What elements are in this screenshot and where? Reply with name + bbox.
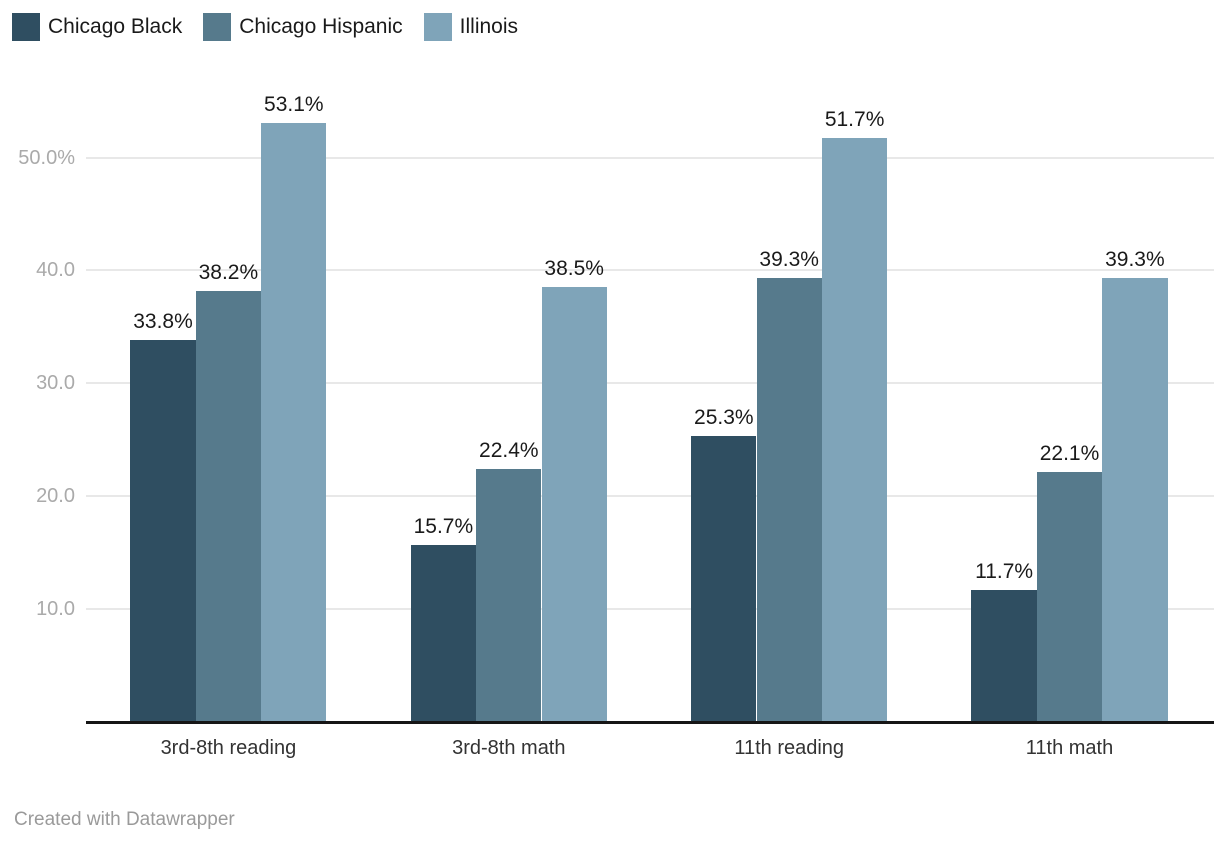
y-axis-tick-label: 40.0 <box>36 259 75 282</box>
legend-swatch-icon <box>423 13 452 41</box>
bar-value-label: 15.7% <box>413 514 474 538</box>
bar-value-label: 25.3% <box>694 406 754 430</box>
bar <box>756 278 822 722</box>
gridline <box>86 156 1214 159</box>
legend-label: Illinois <box>459 15 519 38</box>
category-label: 3rd-8th reading <box>160 737 297 759</box>
category-label: 11th math <box>1025 737 1114 759</box>
bar-value-label: 38.2% <box>198 260 259 284</box>
bar <box>821 138 888 722</box>
gridline <box>86 269 1214 272</box>
x-axis-line <box>86 721 1214 724</box>
gridline <box>86 495 1214 498</box>
y-axis-tick-label: 50.0% <box>18 146 75 169</box>
legend-label: Chicago Black <box>48 15 183 38</box>
legend-item: Illinois <box>423 13 519 41</box>
bar <box>971 589 1037 722</box>
bar-value-label: 51.7% <box>824 108 885 132</box>
bar-value-label: 33.8% <box>133 310 193 334</box>
bar-value-label: 39.3% <box>759 248 819 272</box>
datawrapper-credit-link[interactable]: Created with Datawrapper <box>14 809 235 830</box>
bar <box>1036 472 1103 722</box>
bar-value-label: 39.3% <box>1105 248 1165 272</box>
bar <box>691 436 757 722</box>
y-axis-tick-label: 20.0 <box>36 485 75 508</box>
category-label: 11th reading <box>734 737 845 759</box>
bar <box>410 544 477 722</box>
legend: Chicago Black Chicago Hispanic Illinois <box>12 13 518 41</box>
bar-value-label: 22.1% <box>1039 442 1100 466</box>
gridline <box>86 608 1214 611</box>
bar <box>261 122 327 722</box>
bar <box>130 340 196 722</box>
category-label: 3rd-8th math <box>452 737 566 759</box>
bar <box>1102 278 1168 722</box>
gridline <box>86 382 1214 385</box>
legend-item: Chicago Hispanic <box>203 13 403 41</box>
bar <box>476 469 542 722</box>
y-axis-tick-label: 10.0 <box>36 598 75 621</box>
legend-swatch-icon <box>203 13 232 41</box>
bar-value-label: 11.7% <box>975 559 1034 583</box>
legend-item: Chicago Black <box>12 13 182 41</box>
y-axis-tick-label: 30.0 <box>36 372 75 395</box>
bar-value-label: 53.1% <box>264 92 324 116</box>
bar-value-label: 22.4% <box>479 439 539 463</box>
legend-swatch-icon <box>12 13 40 41</box>
bar-value-label: 38.5% <box>544 257 604 281</box>
bar <box>541 287 607 722</box>
bar <box>195 290 262 722</box>
legend-label: Chicago Hispanic <box>239 15 403 38</box>
